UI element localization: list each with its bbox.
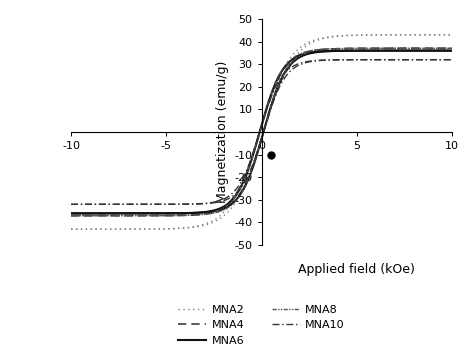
MNA2	[372, 33, 378, 37]
MNA2	[330, 34, 336, 38]
MNA10	[330, 58, 336, 62]
MNA4	[372, 46, 378, 50]
MNA4	[68, 214, 74, 218]
MNA2	[365, 33, 371, 37]
MNA2	[449, 33, 455, 37]
MNA4	[449, 46, 455, 50]
MNA10	[68, 202, 74, 206]
MNA10	[236, 183, 242, 188]
MNA6	[107, 211, 113, 216]
MNA6	[365, 49, 371, 53]
MNA2	[107, 227, 113, 231]
MNA4	[330, 47, 336, 51]
MNA2	[222, 209, 228, 213]
MNA6	[372, 49, 378, 53]
Legend: MNA2, MNA4, MNA6, MNA8, MNA10: MNA2, MNA4, MNA6, MNA8, MNA10	[173, 300, 349, 350]
MNA8	[449, 46, 455, 50]
MNA6	[222, 204, 228, 208]
MNA6	[330, 49, 336, 53]
MNA4	[222, 204, 228, 208]
MNA8	[372, 46, 378, 50]
X-axis label: Applied field (kOe): Applied field (kOe)	[298, 263, 415, 276]
MNA8	[365, 46, 371, 50]
MNA2	[68, 227, 74, 231]
MNA8	[222, 205, 228, 209]
MNA8	[68, 214, 74, 218]
MNA10	[372, 58, 378, 62]
MNA2	[236, 188, 242, 192]
Line: MNA6: MNA6	[71, 51, 452, 214]
MNA8	[330, 47, 336, 51]
Y-axis label: Magnetization (emu/g): Magnetization (emu/g)	[216, 61, 229, 203]
MNA6	[68, 211, 74, 216]
Line: MNA8: MNA8	[71, 48, 452, 216]
MNA6	[236, 189, 242, 193]
MNA10	[365, 58, 371, 62]
Line: MNA10: MNA10	[71, 60, 452, 204]
MNA8	[236, 189, 242, 193]
MNA4	[236, 187, 242, 191]
MNA8	[107, 214, 113, 218]
Line: MNA2: MNA2	[71, 35, 452, 229]
MNA4	[365, 46, 371, 50]
MNA10	[107, 202, 113, 206]
MNA4	[107, 214, 113, 218]
MNA6	[449, 49, 455, 53]
Line: MNA4: MNA4	[71, 48, 452, 216]
MNA10	[449, 58, 455, 62]
MNA10	[222, 196, 228, 201]
